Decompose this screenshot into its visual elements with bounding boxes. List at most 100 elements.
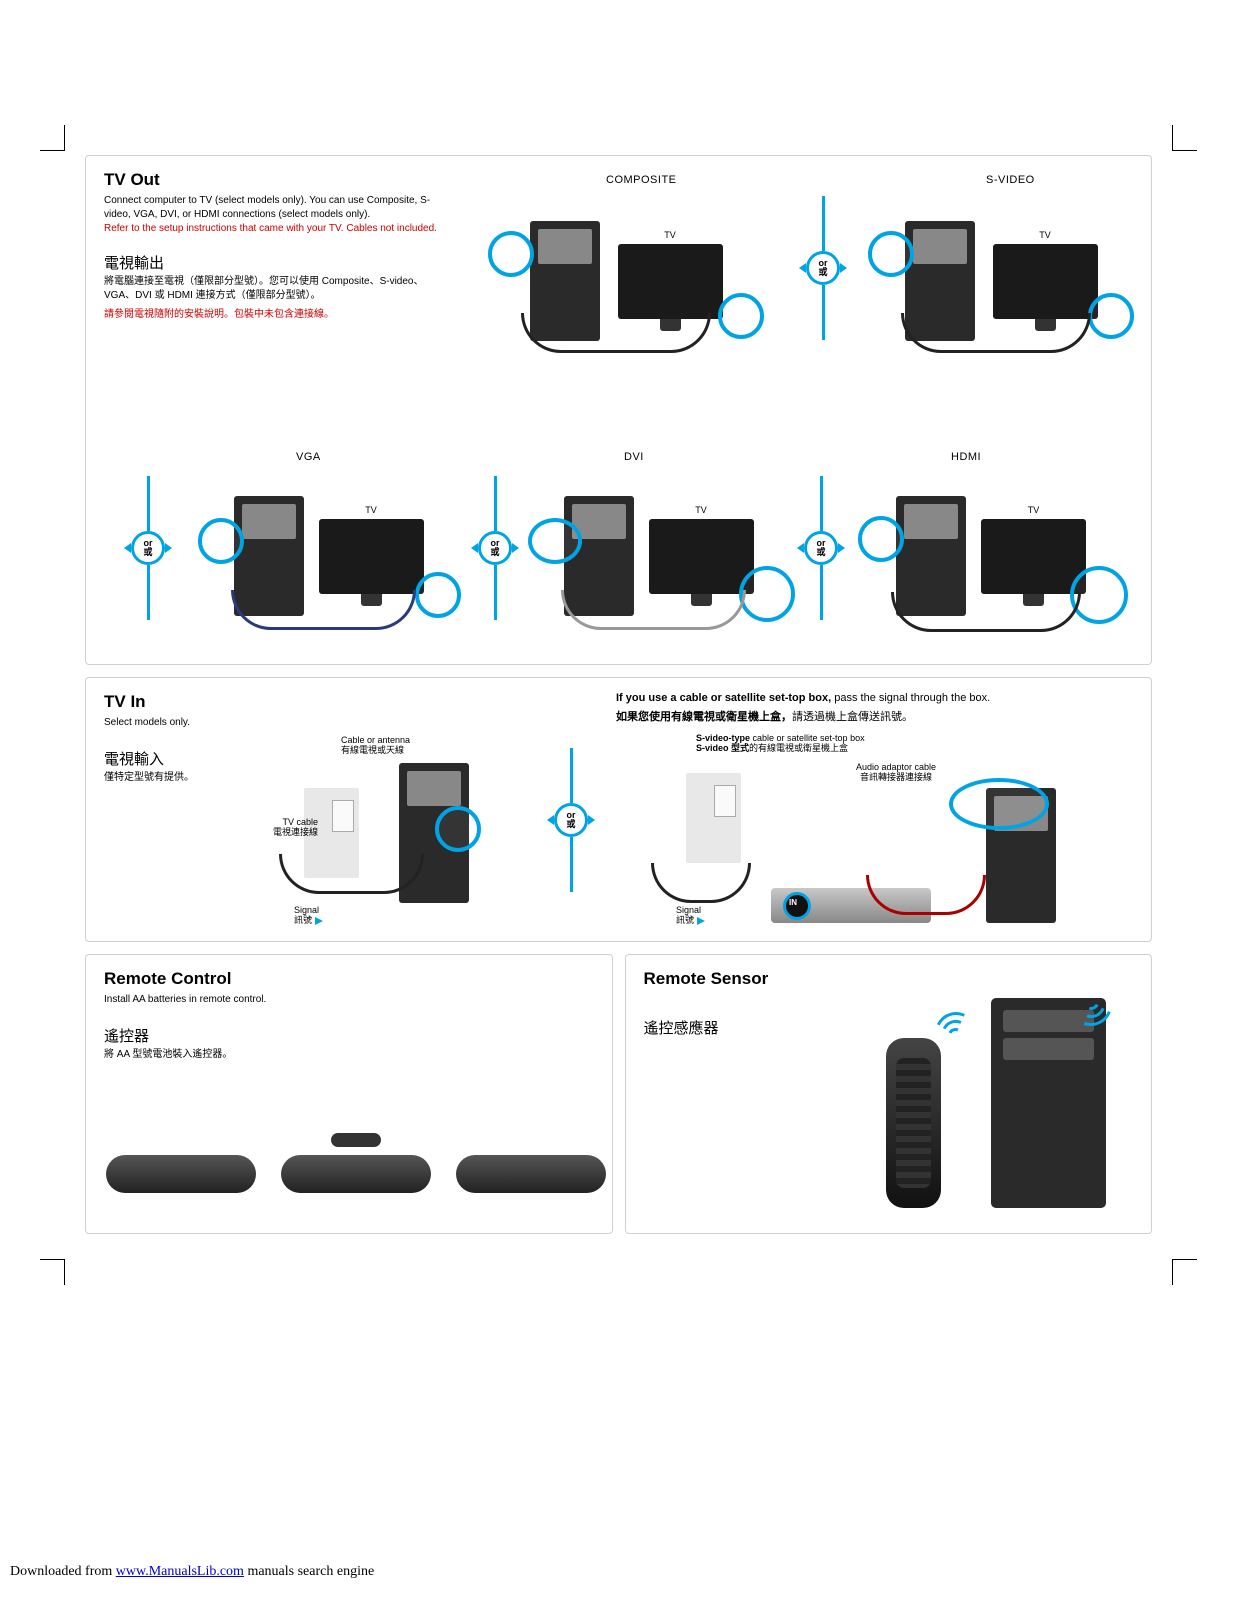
crop-mark [1172, 1260, 1173, 1285]
tv-label: TV [1039, 230, 1051, 240]
diagram-hdmi: TV [866, 476, 1116, 636]
diagram-dvi: TV [536, 476, 781, 636]
or-badge: or 或 [478, 531, 512, 565]
or-badge: or 或 [804, 531, 838, 565]
remote-title: Remote Control [104, 969, 594, 989]
label-composite: COMPOSITE [606, 174, 677, 186]
tv-label: TV [1028, 505, 1040, 515]
tv-label: TV [365, 505, 377, 515]
panel-remote-sensor: Remote Sensor 遙控感應器 [625, 954, 1153, 1234]
tv-icon [981, 519, 1086, 594]
label-svideo-type: S-video-type cable or satellite set-top … [696, 734, 865, 754]
crop-mark [40, 1259, 65, 1260]
crop-mark [64, 125, 65, 150]
or-divider: or 或 [554, 748, 588, 892]
port-highlight-icon [415, 572, 461, 618]
tv-icon [319, 519, 424, 594]
label-dvi: DVI [624, 451, 644, 463]
crop-mark [1172, 1259, 1197, 1260]
audio-cable-icon [866, 875, 986, 915]
port-highlight-icon [739, 566, 795, 622]
tv-label: TV [664, 230, 676, 240]
port-highlight-icon [198, 518, 244, 564]
remote-battery-diagram [106, 1155, 606, 1193]
label-svideo: S-VIDEO [986, 174, 1035, 186]
or-text-cjk: 或 [566, 820, 575, 829]
port-highlight-icon [488, 231, 534, 277]
cable-icon [521, 313, 711, 353]
or-badge: or 或 [806, 251, 840, 285]
port-highlight-icon [949, 778, 1049, 830]
tvout-warning-cjk: 請參閱電視隨附的安裝說明。包裝中未包含連接線。 [104, 305, 444, 320]
label-hdmi: HDMI [951, 451, 981, 463]
footer-link[interactable]: www.ManualsLib.com [116, 1564, 244, 1579]
in-label: IN [789, 898, 797, 907]
diagram-vga: TV [206, 476, 451, 636]
crop-mark [1172, 150, 1197, 151]
or-text-cjk: 或 [818, 268, 827, 277]
remote-open-icon [281, 1155, 431, 1193]
crop-mark [40, 150, 65, 151]
remote-vertical-icon [886, 1038, 941, 1208]
wall-outlet-icon [686, 773, 741, 863]
or-badge: or 或 [131, 531, 165, 565]
port-highlight-icon [858, 516, 904, 562]
cable-icon [901, 313, 1091, 353]
remote-desc: Install AA batteries in remote control. [104, 993, 594, 1007]
or-divider: or 或 [806, 196, 840, 340]
panel-remote-control: Remote Control Install AA batteries in r… [85, 954, 613, 1234]
label-signal-right: Signal 訊號 [676, 906, 705, 926]
tv-icon [993, 244, 1098, 319]
port-highlight-icon [528, 518, 582, 564]
port-highlight-icon [1088, 293, 1134, 339]
diagram-composite: TV [496, 201, 756, 361]
diagram-tvin-settop: IN [631, 773, 1111, 923]
tvin-title-cjk: 電視輸入 [104, 748, 1133, 769]
battery-cover-icon [331, 1133, 381, 1147]
tv-icon [618, 244, 723, 319]
label-signal-left: Signal 訊號 [294, 906, 323, 926]
panel-tv-out: TV Out Connect computer to TV (select mo… [85, 155, 1152, 665]
or-text-cjk: 或 [816, 548, 825, 557]
tv-label: TV [695, 505, 707, 515]
tvin-settop-note-cjk: 如果您使用有線電視或衛星機上盒，請透過機上盒傳送訊號。 [616, 708, 913, 724]
port-highlight-icon [435, 806, 481, 852]
cable-icon [231, 590, 416, 630]
cable-icon [561, 590, 746, 630]
sensor-diagram [886, 998, 1106, 1208]
label-tvcable: TV cable 電視連接線 [273, 818, 318, 838]
tvin-settop-cjk-bold: 如果您使用有線電視或衛星機上盒， [616, 711, 792, 723]
cable-icon [651, 863, 751, 903]
cable-icon [279, 854, 424, 894]
tvout-desc: Connect computer to TV (select models on… [104, 194, 434, 221]
label-vga: VGA [296, 451, 321, 463]
footer-post: manuals search engine [244, 1564, 374, 1579]
tvout-desc-cjk: 將電腦連接至電視（僅限部分型號）。您可以使用 Composite、S-video… [104, 275, 444, 303]
port-highlight-icon [868, 231, 914, 277]
panel-tv-in: TV In Select models only. 電視輸入 僅特定型號有提供。… [85, 677, 1152, 942]
tvin-settop-rest: pass the signal through the box. [831, 692, 990, 704]
or-text-cjk: 或 [490, 548, 499, 557]
tvin-settop-cjk-rest: 請透過機上盒傳送訊號。 [792, 711, 913, 723]
or-divider: or 或 [131, 476, 165, 620]
remote-title-cjk: 遙控器 [104, 1025, 594, 1046]
arrow-right-icon [697, 917, 705, 925]
remote-desc-cjk: 將 AA 型號電池裝入遙控器。 [104, 1048, 594, 1062]
tvin-settop-note: If you use a cable or satellite set-top … [616, 692, 990, 704]
crop-mark [64, 1260, 65, 1285]
crop-mark [1172, 125, 1173, 150]
arrow-right-icon [315, 917, 323, 925]
footer-attribution: Downloaded from www.ManualsLib.com manua… [10, 1564, 374, 1580]
or-divider: or 或 [478, 476, 512, 620]
label-audio-adaptor: Audio adaptor cable 音訊轉接器連接線 [856, 763, 936, 783]
tvout-warning: Refer to the setup instructions that cam… [104, 223, 464, 234]
tvin-settop-bold: If you use a cable or satellite set-top … [616, 692, 831, 704]
remote-icon [106, 1155, 256, 1193]
diagram-svideo: TV [876, 201, 1126, 361]
tv-icon [649, 519, 754, 594]
cable-icon [891, 592, 1081, 632]
remote-icon [456, 1155, 606, 1193]
or-badge: or 或 [554, 803, 588, 837]
footer-pre: Downloaded from [10, 1564, 116, 1579]
sensor-title: Remote Sensor [644, 969, 1134, 989]
